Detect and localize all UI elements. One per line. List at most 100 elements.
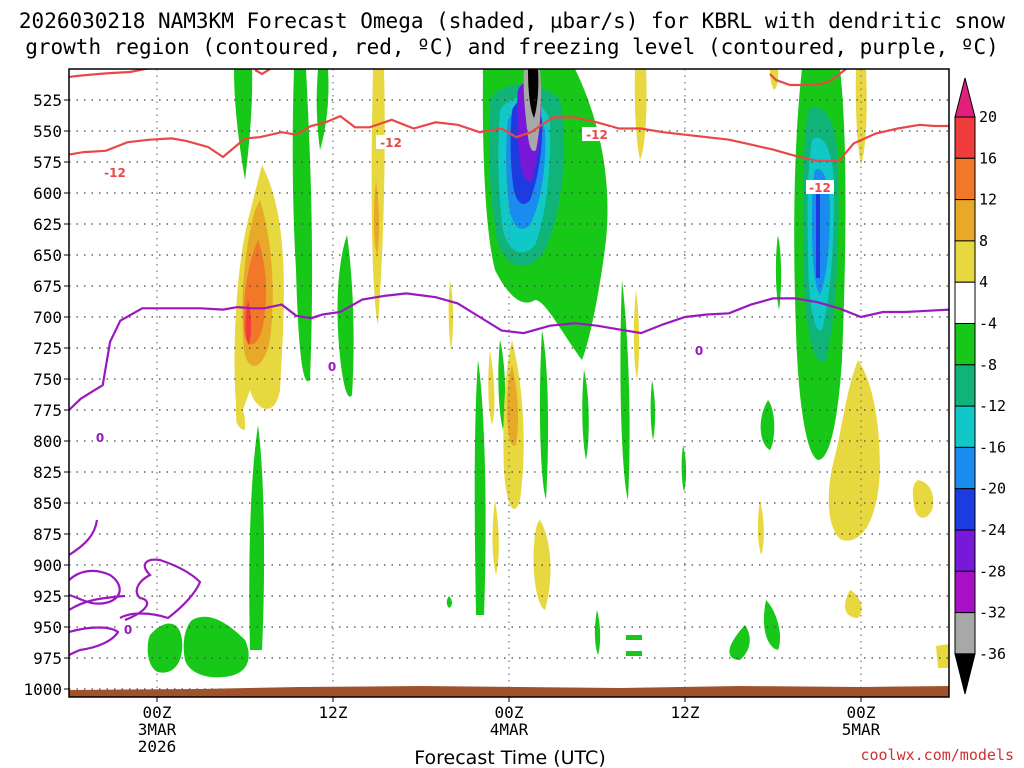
colorbar-segment [954,529,976,572]
omega-positive-region [912,480,934,518]
colorbar-level-label: -28 [979,562,1006,580]
x-tick-label-time: 00Z [847,703,876,722]
growth-label-minus12: -12 [809,181,831,195]
omega-positive-region [492,500,499,575]
omega-negative-region [763,600,781,650]
freezing-level-contour [69,292,949,411]
colorbar-segment [954,488,976,531]
omega-positive-region [371,69,385,325]
omega-positive-region [448,280,454,350]
freezing-label-0: 0 [124,623,132,637]
y-tick-label: 650 [33,246,62,265]
y-tick-label: 550 [33,122,62,141]
y-tick-label: 850 [33,494,62,513]
colorbar-segment [954,116,976,159]
omega-negative-region [446,596,452,608]
y-tick-label: 600 [33,184,62,203]
colorbar-level-label: -36 [979,645,1006,663]
growth-label-minus12: -12 [380,136,402,150]
x-tick-label-time: 00Z [495,703,524,722]
colorbar-level-label: -20 [979,480,1006,498]
contour-label-bg [325,359,338,373]
omega-positive-region [634,69,647,160]
y-tick-label: 575 [33,153,62,172]
y-tick-label: 625 [33,215,62,234]
dendritic-growth-contour [69,114,949,162]
contour-label-bg [121,622,134,636]
omega-shading [147,69,949,678]
omega-negative-region [816,190,820,278]
omega-negative-region [249,425,265,650]
colorbar-level-label: -16 [979,438,1006,456]
omega-negative-region [474,360,486,615]
chart-title-line2: growth region (contoured, red, ºC) and f… [25,35,999,59]
plot-content [69,69,949,697]
omega-negative-region [498,340,506,430]
omega-negative-region [760,400,775,450]
colorbar-segment [954,446,976,490]
x-tick-label-time: 12Z [319,703,348,722]
y-tick-label: 750 [33,370,62,389]
omega-positive-region [936,644,949,668]
omega-negative-region [775,235,782,310]
colorbar-segment [954,323,976,366]
y-tick-label: 700 [33,308,62,327]
omega-negative-region [539,330,549,500]
omega-negative-region [292,69,313,382]
omega-negative-region [626,635,642,640]
contour-label-bg [806,180,834,194]
colorbar-segment [954,364,976,407]
y-tick-label: 825 [33,463,62,482]
y-tick-label: 725 [33,339,62,358]
y-tick-label: 925 [33,587,62,606]
omega-negative-region [729,625,750,660]
contour-label-bg [582,127,612,141]
omega-negative-region [183,616,249,678]
colorbar-top-arrow [954,77,976,118]
terrain-ground [69,686,949,697]
colorbar-segment [954,405,976,448]
omega-negative-region [337,235,354,397]
colorbar-level-label: -4 [979,315,997,333]
colorbar-segment [954,570,976,614]
y-tick-label: 675 [33,277,62,296]
x-axis-label: Forecast Time (UTC) [414,747,605,768]
colorbar-level-label: 20 [979,108,997,126]
colorbar-level-label: -24 [979,521,1006,539]
x-tick-label-year: 2026 [138,737,177,756]
chart-title-line1: 2026030218 NAM3KM Forecast Omega (shaded… [19,9,1006,33]
omega-positive-region [828,360,880,541]
omega-negative-region [620,280,630,500]
omega-negative-region [681,445,687,492]
freezing-label-0: 0 [328,360,336,374]
x-tick-label-date: 3MAR [138,720,177,739]
y-tick-label: 950 [33,618,62,637]
x-tick-label-time: 00Z [143,703,172,722]
omega-negative-region [234,69,253,180]
x-tick-label-time: 12Z [671,703,700,722]
contour-labels: 0 0 0 0 -12 -12 -12 -12 [93,127,834,637]
freezing-label-0: 0 [695,344,703,358]
colorbar-level-label: 8 [979,232,988,250]
y-tick-label: 775 [33,401,62,420]
contour-label-bg [93,430,106,444]
x-tick-label-date: 4MAR [490,720,529,739]
colorbar-bottom-arrow [954,653,976,695]
omega-negative-region [626,651,642,656]
colorbar-level-label: 4 [979,273,988,291]
omega-positive-region [507,365,519,446]
omega-negative-region [316,69,329,150]
y-tick-label: 875 [33,525,62,544]
omega-negative-region [582,370,589,460]
colorbar-segment [954,240,976,283]
colorbar-segment [954,157,976,201]
omega-positive-region [757,500,764,555]
contour-label-bg [692,343,705,357]
colorbar-segment [954,199,976,242]
freezing-level-contour-lowlevel [69,519,202,656]
colorbar-level-label: 16 [979,149,997,167]
y-axis: 525 550 575 600 625 650 675 700 725 750 775 800 825 8… [23,91,69,699]
colorbar-level-label: -32 [979,604,1006,622]
